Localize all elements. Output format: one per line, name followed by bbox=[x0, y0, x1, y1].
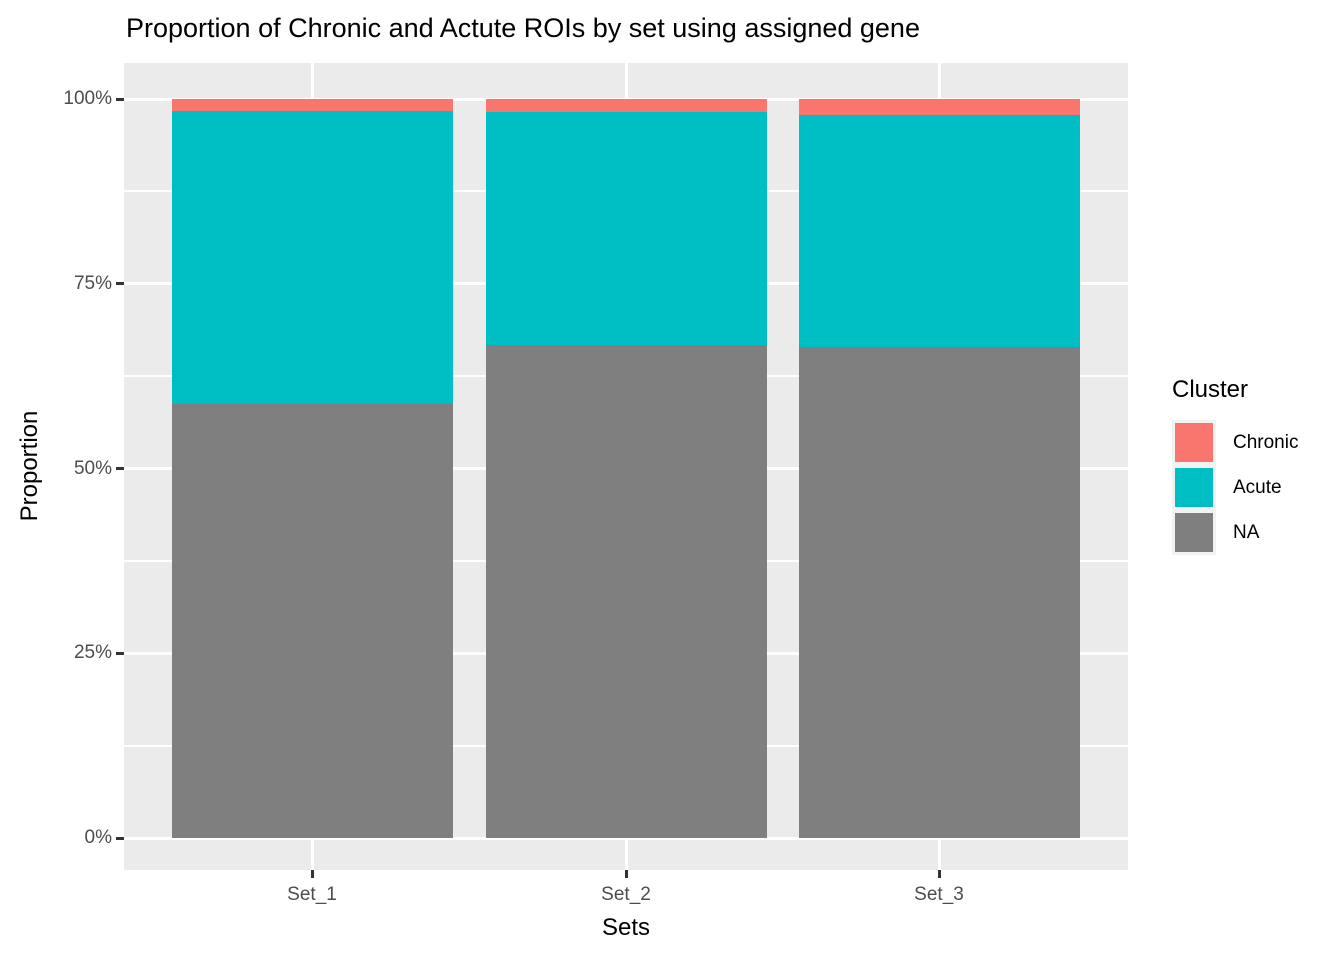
x-tick-mark bbox=[310, 870, 314, 878]
y-tick-mark bbox=[116, 282, 124, 286]
legend-key-na bbox=[1172, 510, 1216, 555]
legend-entry-acute: Acute bbox=[1172, 465, 1298, 510]
x-tick-mark bbox=[937, 870, 941, 878]
y-tick-mark bbox=[116, 651, 124, 655]
x-tick-label: Set_1 bbox=[287, 884, 337, 905]
legend-swatch-acute bbox=[1175, 468, 1213, 507]
x-tick-mark bbox=[624, 870, 628, 878]
bar-segment-acute-set_3 bbox=[798, 115, 1080, 348]
y-tick-label: 0% bbox=[84, 827, 112, 848]
bar-set_3 bbox=[798, 63, 1080, 870]
y-tick-label: 100% bbox=[63, 88, 112, 109]
y-tick-mark bbox=[116, 97, 124, 101]
bar-segment-na-set_1 bbox=[171, 404, 453, 838]
bar-segment-chronic-set_2 bbox=[485, 99, 767, 112]
x-tick-label: Set_3 bbox=[914, 884, 964, 905]
x-tick-label: Set_2 bbox=[601, 884, 651, 905]
legend-title: Cluster bbox=[1172, 376, 1249, 403]
y-tick-mark bbox=[116, 467, 124, 470]
x-axis-title: Sets bbox=[601, 914, 651, 941]
legend: Cluster Chronic Acute NA bbox=[1172, 376, 1298, 555]
legend-key-chronic bbox=[1172, 420, 1216, 465]
plot-panel bbox=[124, 63, 1128, 870]
legend-key-acute bbox=[1172, 465, 1216, 510]
gridline-horizontal-major bbox=[124, 836, 1128, 840]
legend-label-chronic: Chronic bbox=[1233, 431, 1299, 453]
legend-swatch-chronic bbox=[1175, 423, 1213, 462]
chart-title: Proportion of Chronic and Actute ROIs by… bbox=[126, 13, 920, 43]
legend-swatch-na bbox=[1175, 513, 1213, 552]
y-tick-label: 75% bbox=[73, 272, 112, 294]
bar-set_2 bbox=[485, 63, 767, 870]
legend-entry-chronic: Chronic bbox=[1172, 420, 1298, 465]
y-tick-label: 50% bbox=[73, 457, 112, 479]
y-tick-mark bbox=[116, 836, 124, 840]
bar-segment-na-set_3 bbox=[798, 347, 1080, 838]
bar-segment-acute-set_2 bbox=[485, 111, 767, 346]
legend-label-na: NA bbox=[1233, 521, 1260, 543]
bar-segment-acute-set_1 bbox=[171, 110, 453, 405]
bar-segment-chronic-set_1 bbox=[171, 99, 453, 111]
bar-set_1 bbox=[171, 63, 453, 870]
bar-segment-na-set_2 bbox=[485, 345, 767, 838]
y-tick-label: 25% bbox=[73, 642, 112, 664]
legend-items: Chronic Acute NA bbox=[1172, 420, 1298, 555]
bar-segment-chronic-set_3 bbox=[798, 99, 1080, 116]
legend-entry-na: NA bbox=[1172, 510, 1298, 555]
legend-label-acute: Acute bbox=[1233, 476, 1282, 498]
